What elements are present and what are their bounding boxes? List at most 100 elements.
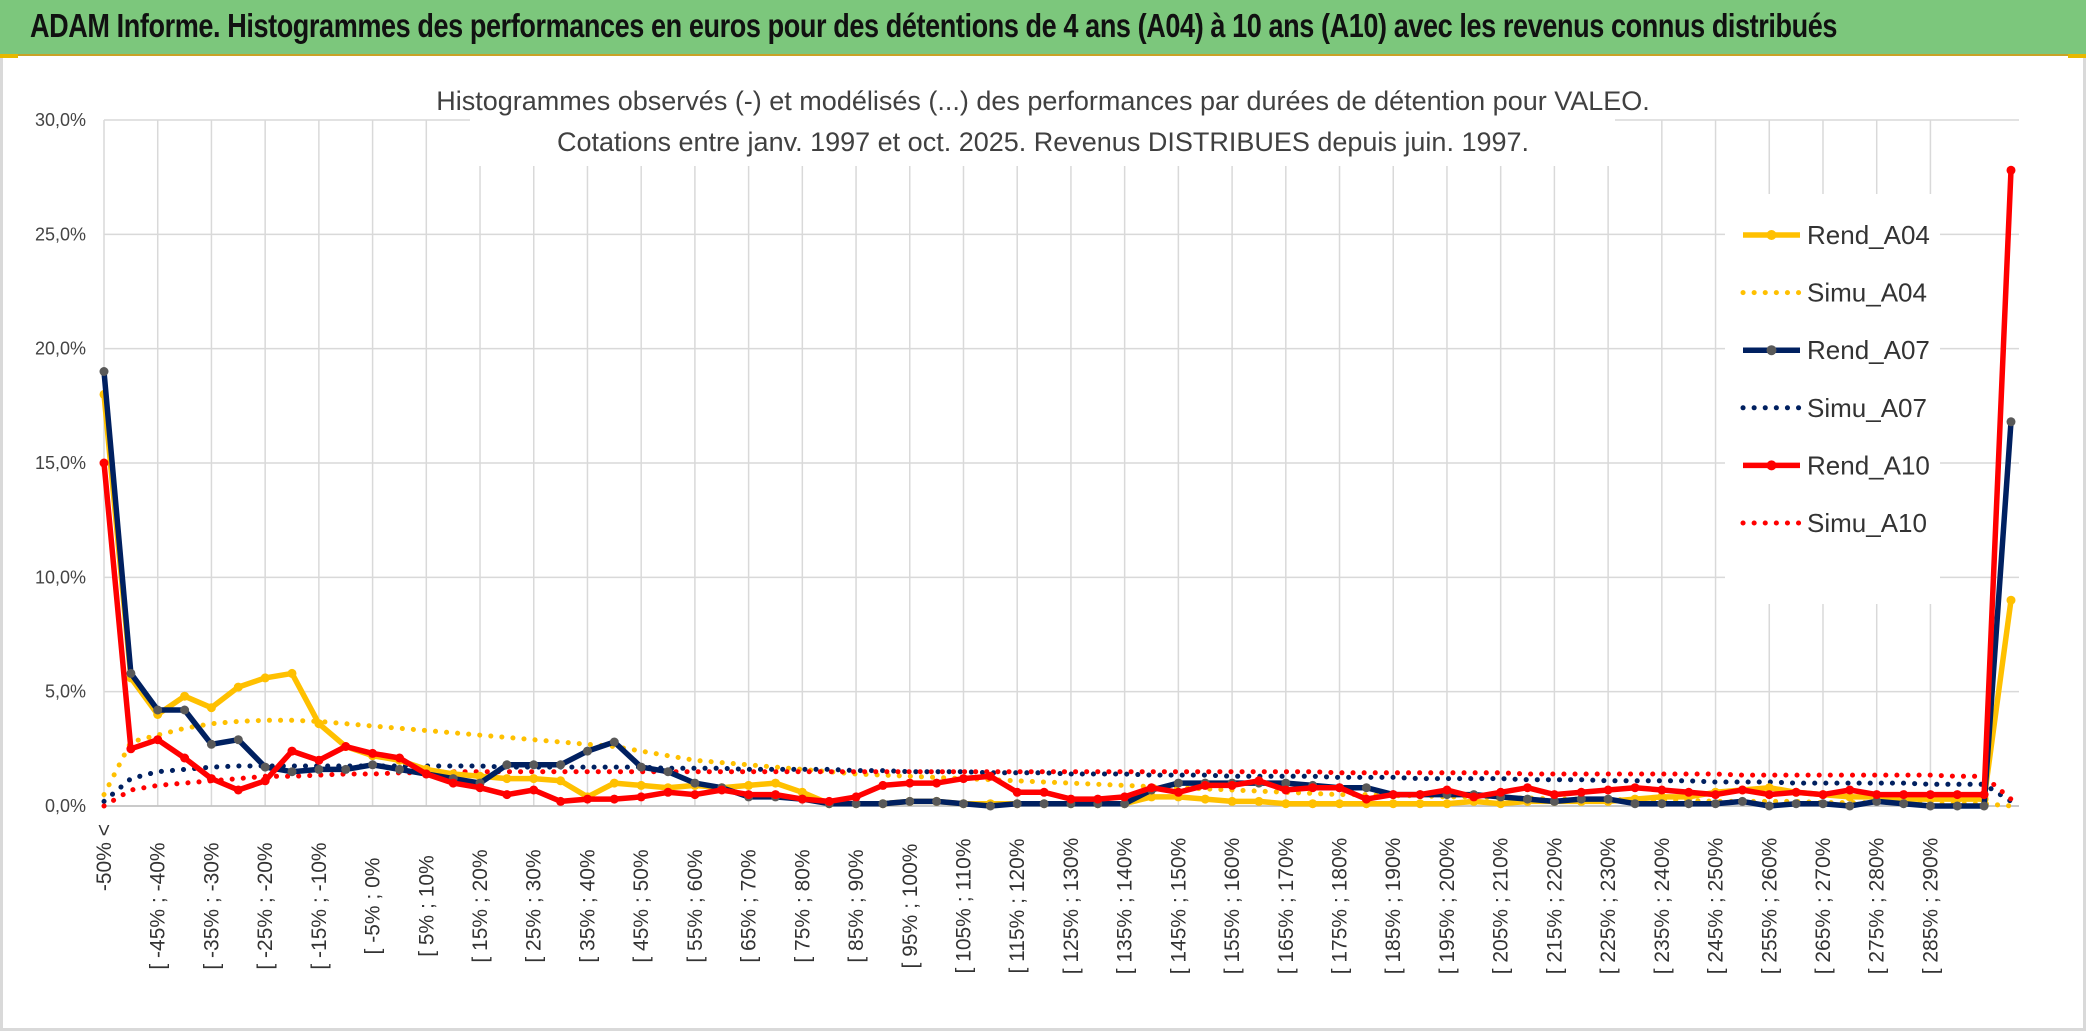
data-point-rend-a10 — [905, 778, 915, 788]
chart-grid — [103, 119, 2019, 807]
data-point-rend-a10 — [1764, 790, 1774, 800]
x-tick-label: [ -25% ; -20% — [254, 842, 277, 969]
data-point-rend-a04 — [206, 703, 216, 713]
data-point-rend-a10 — [1711, 790, 1720, 800]
data-point-rend-a07 — [1120, 799, 1130, 809]
data-point-rend-a10 — [1657, 785, 1667, 795]
data-point-rend-a10 — [1442, 785, 1452, 795]
x-tick-label: [ 35% ; 40% — [576, 849, 599, 962]
data-point-rend-a10 — [636, 792, 646, 802]
y-tick-label: 30,0% — [35, 110, 86, 130]
data-point-rend-a07 — [1630, 799, 1640, 809]
x-tick-label: [ 215% ; 220% — [1543, 838, 1566, 975]
data-point-rend-a04 — [1147, 792, 1156, 802]
data-point-rend-a10 — [824, 796, 834, 806]
legend-label-simu-a07: Simu_A07 — [1807, 393, 1927, 423]
series-line-rend-a10 — [101, 170, 2014, 805]
x-tick-label: [ 255% ; 260% — [1758, 838, 1781, 975]
data-point-rend-a04 — [260, 673, 270, 683]
data-point-rend-a10 — [287, 746, 297, 756]
data-point-rend-a10 — [959, 774, 968, 784]
x-tick-label: [ 75% ; 80% — [791, 849, 814, 962]
x-tick-label: [ 205% ; 210% — [1490, 838, 1513, 975]
data-point-rend-a07 — [341, 764, 351, 774]
data-point-rend-a04 — [1415, 799, 1425, 809]
data-point-rend-a07 — [959, 799, 968, 809]
data-point-rend-a04 — [1442, 799, 1452, 809]
data-point-rend-a07 — [1281, 778, 1291, 788]
data-point-rend-a07 — [126, 668, 136, 678]
y-tick-label: 25,0% — [35, 224, 86, 244]
data-point-rend-a07 — [1791, 799, 1801, 809]
y-axis-ticks: 0,0% 5,0% 10,0% 15,0% 20,0% 25,0% 30,0% — [35, 110, 86, 816]
data-point-rend-a07 — [609, 737, 619, 747]
data-point-rend-a07 — [663, 767, 673, 777]
data-point-rend-a07 — [1711, 799, 1720, 809]
data-point-rend-a07 — [287, 767, 297, 777]
data-point-rend-a10 — [1845, 785, 1855, 795]
data-point-rend-a04 — [1308, 799, 1318, 809]
data-point-rend-a10 — [1200, 780, 1210, 790]
data-point-rend-a10 — [260, 776, 270, 786]
data-point-rend-a07 — [556, 760, 566, 770]
data-point-rend-a10 — [1791, 787, 1801, 797]
data-point-rend-a04 — [1388, 799, 1398, 809]
data-point-rend-a10 — [985, 771, 995, 781]
data-point-rend-a04 — [797, 787, 807, 797]
data-point-rend-a10 — [99, 458, 109, 468]
data-point-rend-a10 — [744, 790, 754, 800]
data-point-rend-a07 — [932, 796, 942, 806]
x-tick-label: [ -5% ; 0% — [362, 858, 385, 955]
data-point-rend-a07 — [180, 705, 190, 715]
data-point-rend-a07 — [1899, 799, 1909, 809]
x-tick-label: [ 265% ; 270% — [1812, 838, 1835, 975]
data-point-rend-a10 — [529, 785, 539, 795]
series-line-simu-a07 — [101, 763, 2014, 804]
data-point-rend-a10 — [1039, 787, 1049, 797]
y-tick-label: 0,0% — [45, 796, 86, 816]
corner-mark-right — [2068, 54, 2086, 58]
x-tick-label: [ 95% ; 100% — [899, 844, 922, 969]
x-tick-label: [ 55% ; 60% — [684, 849, 707, 962]
x-tick-label: [ 235% ; 240% — [1651, 838, 1674, 975]
data-point-rend-a10 — [1308, 783, 1318, 793]
data-point-rend-a10 — [341, 742, 351, 751]
x-tick-label: [ 275% ; 280% — [1866, 838, 1889, 975]
data-point-rend-a10 — [1281, 785, 1291, 795]
data-point-rend-a07 — [233, 735, 243, 745]
data-point-rend-a10 — [771, 790, 780, 800]
data-point-rend-a07 — [502, 760, 512, 770]
x-tick-label: [ 45% ; 50% — [630, 849, 653, 962]
data-point-rend-a07 — [2006, 417, 2016, 427]
x-tick-label: [ 115% ; 120% — [1006, 838, 1029, 973]
data-point-rend-a07 — [1173, 778, 1183, 788]
data-point-rend-a04 — [1764, 783, 1774, 793]
data-point-rend-a10 — [126, 744, 136, 754]
x-tick-label: [ 285% ; 290% — [1919, 838, 1942, 975]
x-axis-ticks: -50% < [ -45% ; -40% [ -35% ; -30% [ -25% ;… — [93, 824, 1942, 974]
x-tick-label: -50% < — [93, 824, 116, 891]
data-point-rend-a10 — [932, 778, 942, 788]
x-tick-label: [ 195% ; 200% — [1436, 838, 1459, 975]
data-point-rend-a07 — [690, 778, 700, 788]
data-point-rend-a04 — [556, 776, 566, 786]
series-line-rend-a04 — [101, 394, 2014, 807]
data-point-rend-a10 — [1227, 780, 1237, 790]
data-point-rend-a10 — [1066, 794, 1076, 804]
data-point-rend-a04 — [1254, 796, 1264, 806]
data-point-rend-a04 — [2006, 595, 2016, 605]
x-tick-label: [ 185% ; 190% — [1382, 838, 1405, 975]
x-tick-label: [ 145% ; 150% — [1167, 838, 1190, 975]
x-tick-label: [ 15% ; 20% — [469, 849, 492, 962]
chart-title-line-1: Histogrammes observés (-) et modélisés (… — [436, 86, 1650, 116]
data-point-rend-a07 — [985, 801, 995, 811]
data-point-rend-a10 — [1925, 790, 1935, 800]
x-tick-label: [ 155% ; 160% — [1221, 838, 1244, 975]
data-point-rend-a04 — [744, 780, 754, 790]
data-point-rend-a07 — [1576, 794, 1586, 804]
data-point-rend-a10 — [690, 790, 700, 800]
y-tick-label: 20,0% — [35, 339, 86, 359]
legend-marker-rend-a04 — [1766, 230, 1777, 240]
data-point-rend-a07 — [314, 764, 324, 774]
y-tick-label: 10,0% — [35, 567, 86, 587]
